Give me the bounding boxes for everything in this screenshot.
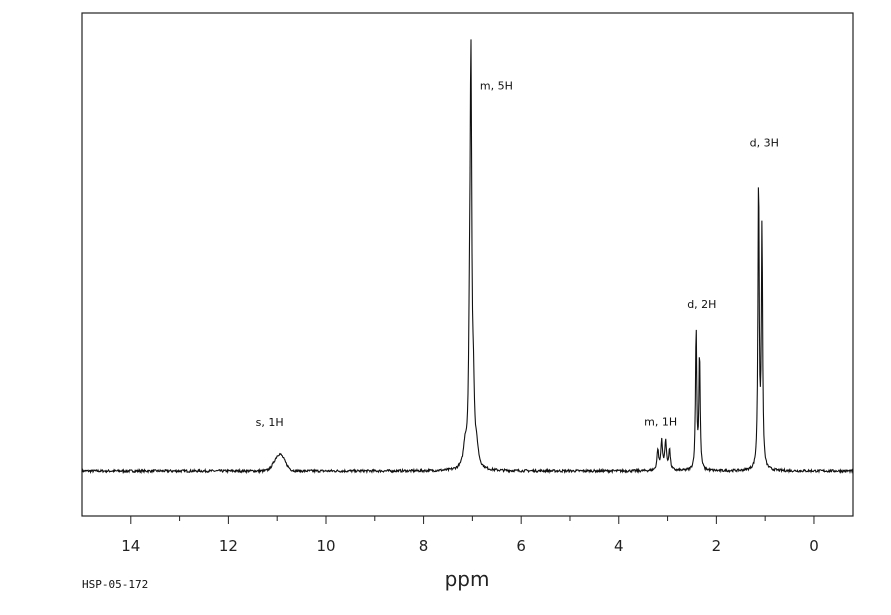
- x-tick-label: 0: [809, 537, 819, 555]
- x-tick-label: 8: [419, 537, 429, 555]
- peak-annotation: s, 1H: [256, 416, 284, 429]
- peak-annotation: d, 3H: [750, 136, 779, 149]
- x-tick-label: 2: [712, 537, 722, 555]
- x-tick-label: 4: [614, 537, 624, 555]
- peak-annotation: m, 5H: [480, 79, 513, 92]
- x-tick-label: 14: [121, 537, 140, 555]
- plot-frame: [81, 12, 854, 517]
- x-tick-label: 6: [516, 537, 526, 555]
- peak-annotation: d, 2H: [687, 298, 716, 311]
- spectrum-layer: [81, 39, 854, 475]
- sample-id-label: HSP-05-172: [82, 578, 148, 591]
- x-axis-label: ppm: [445, 567, 490, 591]
- x-axis-ticks: 14 12 10 8 6 4 2 0: [121, 516, 819, 555]
- peak-annotation: m, 1H: [644, 416, 677, 429]
- x-tick-label: 12: [219, 537, 238, 555]
- peak-labels: s, 1H m, 5H m, 1H d, 2H d, 3H: [256, 79, 779, 429]
- x-tick-label: 10: [316, 537, 335, 555]
- spectrum-trace: [81, 39, 854, 475]
